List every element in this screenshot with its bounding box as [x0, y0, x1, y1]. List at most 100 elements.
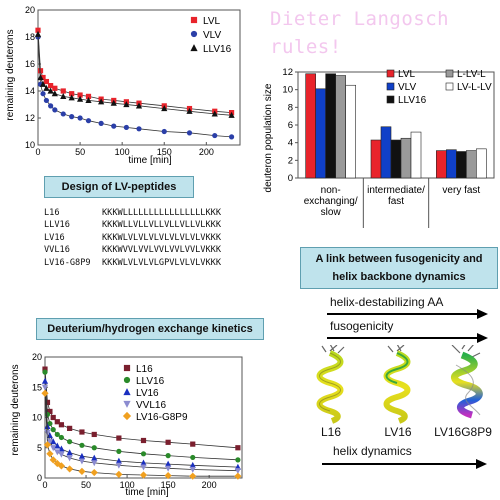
link-banner-line-1: A link between fusogenicity and: [315, 253, 483, 265]
data-point: [54, 431, 60, 438]
data-point: [234, 472, 242, 480]
data-point: [66, 455, 73, 462]
y-tick-label: 12: [282, 67, 293, 78]
y-tick-label: 20: [25, 5, 35, 15]
legend-label: VLV: [203, 30, 221, 41]
x-tick-label: 200: [202, 480, 217, 490]
data-point: [51, 90, 58, 97]
helix-lv16g8p9: [451, 345, 483, 419]
data-point: [123, 101, 130, 108]
bar: [466, 150, 477, 179]
data-point: [116, 448, 122, 454]
x-tick-label: 200: [199, 147, 214, 157]
data-point: [91, 454, 98, 461]
data-point: [42, 369, 48, 375]
peptide-sequence-table: L16 KKKWLLLLLLLLLLLLLLLLKKK LLV16 KKKWLLVLL…: [44, 207, 221, 269]
helix-lv16: [383, 345, 411, 424]
data-point: [54, 419, 60, 425]
data-point: [91, 445, 97, 451]
peptide-sequence: KKKWLLLLLLLLLLLLLLLLKKK: [102, 208, 221, 218]
data-point: [41, 389, 49, 397]
fusogenicity-arrow-head: [477, 333, 488, 343]
data-point: [69, 91, 75, 97]
data-point: [78, 458, 86, 465]
helix-l16: [316, 345, 345, 424]
data-point: [52, 107, 58, 113]
x-tick-label: 50: [81, 480, 91, 490]
top-chart-xlabel: time [min]: [128, 155, 172, 166]
data-point: [60, 88, 66, 94]
data-point: [234, 468, 241, 475]
data-point: [165, 465, 172, 472]
bar: [390, 139, 402, 179]
peptide-sequence: KKKWLVLVLVLVLVLVLVLVKKK: [102, 232, 221, 243]
data-point: [186, 107, 193, 114]
x-tick-label: 0: [42, 480, 47, 490]
data-point: [46, 439, 54, 446]
data-point: [40, 91, 46, 97]
helix-dynamics-arrow-head: [476, 459, 487, 469]
data-point: [115, 470, 123, 478]
data-point: [78, 467, 86, 475]
legend-swatch: [386, 82, 395, 91]
data-point: [50, 445, 57, 452]
peptide-row: VVL16 KKKWVVLVVLVVLVVLVVLVKKK: [44, 244, 221, 256]
peptide-name: LV16: [44, 232, 65, 243]
y-tick-label: 4: [288, 138, 293, 149]
series-fit-line: [37, 30, 232, 113]
legend-label: LVL: [398, 69, 415, 80]
link-banner-line-2: helix backbone dynamics: [332, 271, 466, 283]
data-point: [189, 472, 197, 480]
plot-frame: [37, 9, 241, 146]
helix-illustrations: [316, 345, 483, 424]
peptide-name: LLV16: [44, 220, 70, 231]
data-point: [189, 466, 196, 473]
x-tick-label: 150: [161, 480, 176, 490]
data-point: [140, 464, 147, 471]
destabilizing-arrow-head: [477, 309, 488, 319]
y-tick-label: 10: [25, 140, 35, 150]
y-tick-label: 16: [25, 59, 35, 69]
legend-label: LLV16: [203, 44, 232, 55]
data-point: [115, 457, 122, 464]
top-kinetics-chart: remaining deuterons time [min] 0 50 100 150…: [5, 5, 241, 166]
legend-label: L-LV-L: [457, 69, 486, 80]
x-tick-label: 0: [35, 147, 40, 157]
data-point: [44, 430, 51, 437]
y-tick-label: 6: [288, 120, 293, 131]
legend-marker: [122, 411, 132, 421]
data-point: [228, 134, 235, 140]
data-point: [85, 93, 92, 99]
link-banner: A link between fusogenicity and helix ba…: [300, 247, 498, 289]
peptide-row: LV16-G8P9 KKKWLVLVLVLGPVLVLVLVKKK: [44, 257, 221, 269]
data-point: [58, 451, 65, 458]
bar: [305, 73, 316, 179]
x-tick-label: 150: [157, 147, 172, 157]
peptide-row: LV16 KKKWLVLVLVLVLVLVLVLVKKK: [44, 232, 221, 244]
data-point: [136, 126, 142, 132]
category-label: slow: [321, 207, 342, 218]
data-point: [190, 454, 196, 461]
peptide-sequence: KKKWLVLVLVLGPVLVLVLVKKK: [102, 257, 221, 268]
legend-swatch: [445, 82, 454, 91]
data-point: [58, 434, 65, 441]
y-tick-label: 10: [282, 85, 293, 96]
bar: [400, 137, 412, 179]
legend-label: LVL: [203, 16, 220, 27]
bar: [436, 150, 447, 179]
y-tick-label: 0: [288, 173, 293, 184]
legend-label: LV-L-LV: [457, 82, 492, 93]
legend-label: LLV16: [136, 376, 165, 387]
data-point: [68, 94, 75, 101]
helix-dynamics-arrow-line: [322, 463, 478, 465]
data-point: [186, 130, 193, 136]
bar: [325, 73, 336, 179]
bottom-chart-ylabel: remaining deuterons: [10, 364, 21, 455]
data-point: [43, 84, 50, 91]
legend-marker: [123, 388, 131, 396]
category-label: exchanging/: [304, 196, 358, 207]
data-point: [44, 399, 51, 405]
legend-swatch: [386, 69, 395, 78]
data-point: [50, 414, 56, 421]
data-point: [34, 30, 42, 37]
